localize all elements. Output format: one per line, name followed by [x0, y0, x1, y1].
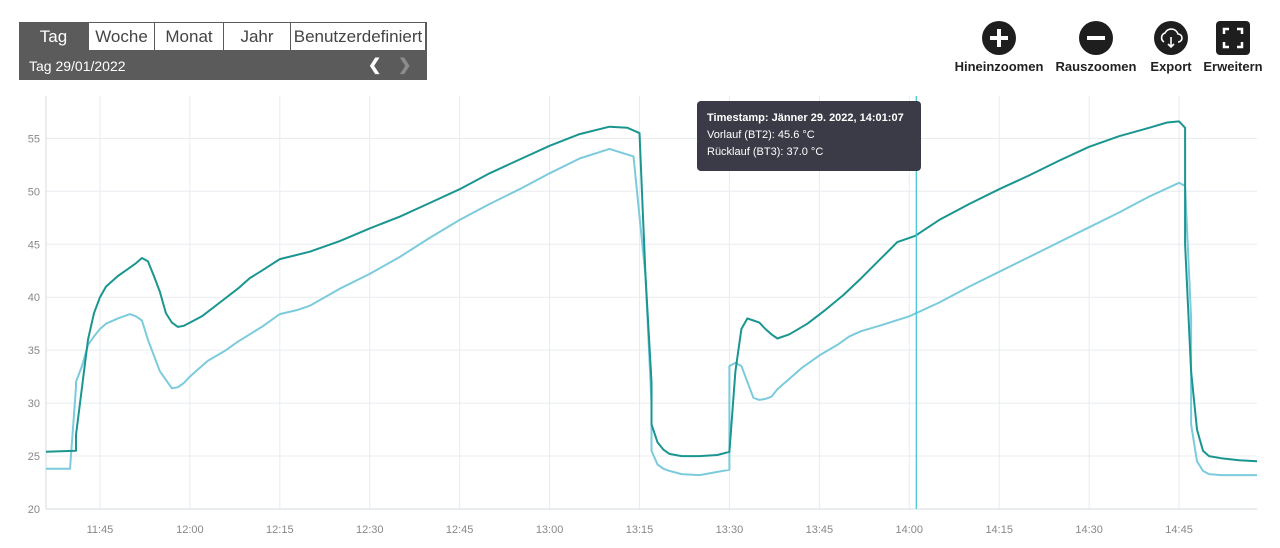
x-tick-label: 13:30: [716, 524, 744, 536]
tab-woche[interactable]: Woche: [89, 23, 155, 50]
x-tick-label: 13:15: [626, 524, 654, 536]
tab-monat[interactable]: Monat: [155, 23, 224, 50]
y-tick-label: 35: [28, 345, 40, 357]
tab-benutzerdefiniert[interactable]: Benutzerdefiniert: [291, 23, 426, 50]
date-label: Tag 29/01/2022: [29, 58, 126, 74]
x-tick-label: 14:00: [896, 524, 924, 536]
x-tick-label: 12:00: [176, 524, 204, 536]
export-button[interactable]: Export: [1147, 20, 1195, 74]
x-tick-label: 13:00: [536, 524, 564, 536]
chevron-right-icon[interactable]: ❯: [398, 57, 412, 74]
zoom-out-button[interactable]: Rauszoomen: [1054, 20, 1138, 74]
fullscreen-icon: [1215, 20, 1251, 56]
chart-tooltip: Timestamp: Jänner 29. 2022, 14:01:07 Vor…: [697, 101, 921, 171]
minus-circle-icon: [1078, 20, 1114, 56]
period-tabs: Tag Woche Monat Jahr Benutzerdefiniert: [19, 22, 427, 51]
x-tick-label: 11:45: [87, 524, 114, 536]
period-selector: Tag Woche Monat Jahr Benutzerdefiniert T…: [19, 22, 427, 80]
plus-circle-icon: [981, 20, 1017, 56]
x-tick-label: 14:30: [1075, 524, 1103, 536]
tab-tag[interactable]: Tag: [19, 23, 89, 50]
y-tick-label: 50: [28, 186, 40, 198]
x-tick-label: 12:15: [266, 524, 294, 536]
tooltip-vorlauf: Vorlauf (BT2): 45.6 °C: [707, 129, 815, 141]
series-ruecklauf-line: [46, 147, 1257, 477]
tab-jahr[interactable]: Jahr: [224, 23, 291, 50]
x-tick-label: 13:45: [806, 524, 834, 536]
x-tick-label: 12:30: [356, 524, 384, 536]
y-tick-label: 30: [28, 398, 40, 410]
y-tick-label: 55: [28, 133, 40, 145]
y-tick-label: 25: [28, 451, 40, 463]
x-tick-label: 12:45: [446, 524, 474, 536]
expand-button[interactable]: Erweitern: [1198, 20, 1268, 74]
x-tick-label: 14:15: [985, 524, 1013, 536]
y-tick-label: 20: [28, 504, 40, 516]
export-label: Export: [1150, 59, 1192, 74]
y-tick-label: 40: [28, 292, 40, 304]
date-bar: Tag 29/01/2022 ❮ ❯: [19, 51, 427, 80]
expand-label: Erweitern: [1203, 59, 1263, 74]
line-chart[interactable]: 20 25 30 35 40 45 50 55 11:45 12:00 12:15 12:30 12:4…: [0, 96, 1280, 548]
x-tick-label: 14:45: [1165, 524, 1193, 536]
cloud-download-icon: [1153, 20, 1189, 56]
chevron-left-icon[interactable]: ❮: [368, 57, 382, 74]
tooltip-title: Timestamp: Jänner 29. 2022, 14:01:07: [707, 112, 904, 124]
zoom-in-label: Hineinzoomen: [954, 59, 1044, 74]
y-tick-label: 45: [28, 239, 40, 251]
zoom-in-button[interactable]: Hineinzoomen: [955, 20, 1043, 74]
zoom-out-label: Rauszoomen: [1055, 59, 1137, 74]
tooltip-ruecklauf: Rücklauf (BT3): 37.0 °C: [707, 146, 824, 158]
series-vorlauf-line: [45, 120, 1258, 463]
